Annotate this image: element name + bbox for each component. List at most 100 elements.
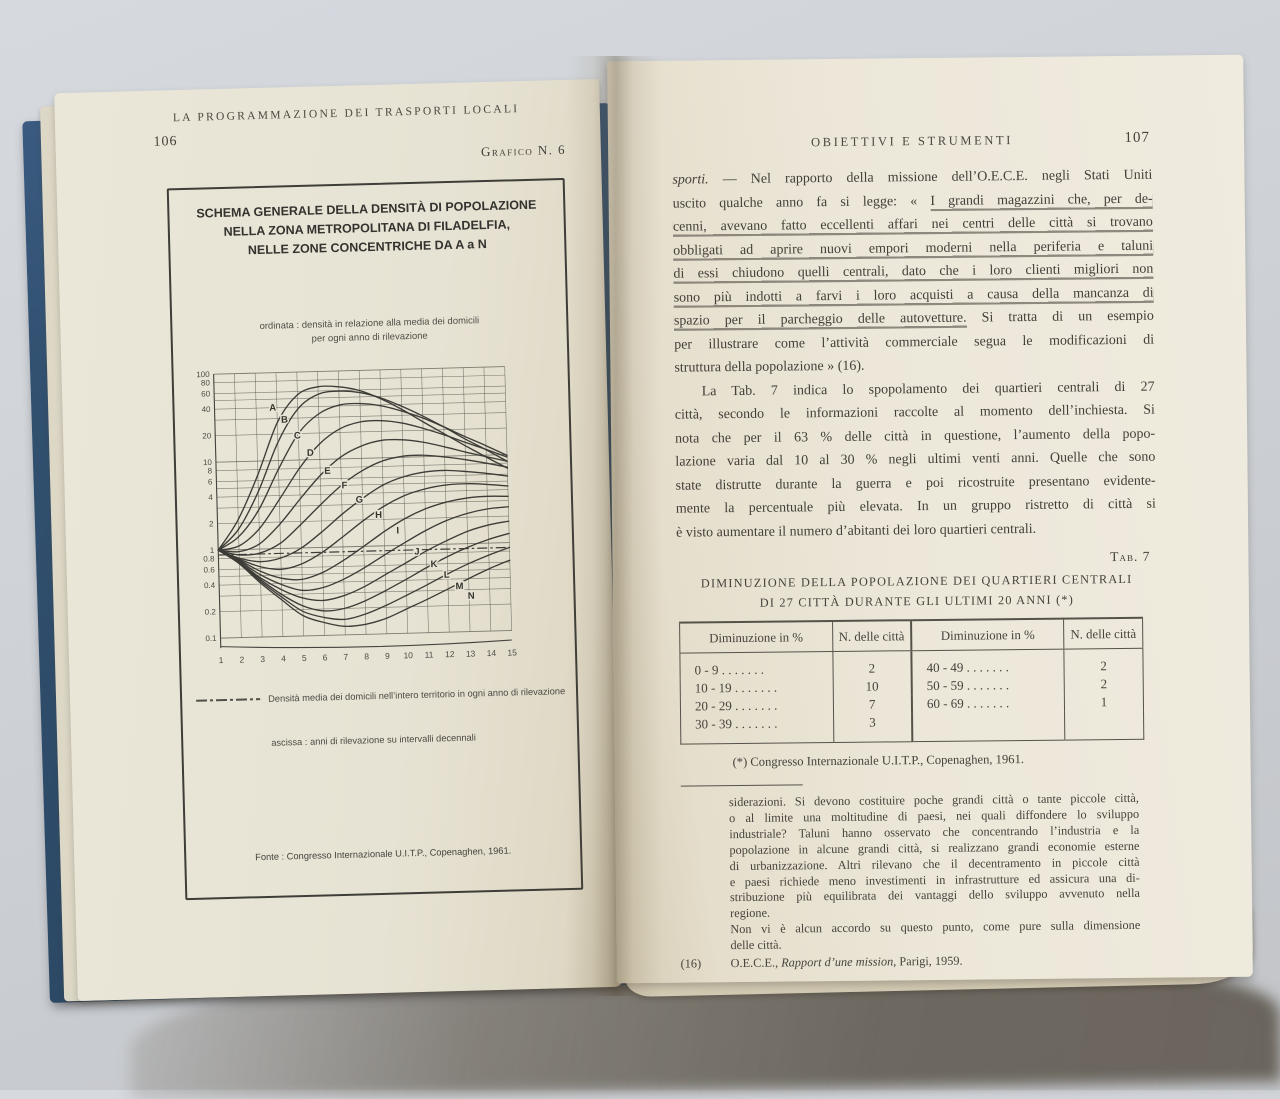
pencil-underlined-text: I grandi magazzini che, per de- [930, 191, 1153, 209]
svg-text:10: 10 [403, 650, 413, 660]
svg-text:12: 12 [445, 649, 455, 659]
svg-text:0.1: 0.1 [205, 634, 217, 643]
mean-density-reference-line [218, 546, 510, 556]
text-segment: lazione varia dal 10 al 30 % negli ultim… [675, 449, 1156, 470]
curve-label-C: C [294, 430, 301, 441]
density-curves [217, 385, 511, 628]
svg-text:60: 60 [201, 389, 211, 398]
zone-curve-L [217, 532, 510, 612]
right-page: OBIETTIVI E STRUMENTI 107 sporti. — Nel … [607, 54, 1253, 984]
svg-text:6: 6 [208, 477, 213, 486]
running-header-right: OBIETTIVI E STRUMENTI [811, 133, 1014, 150]
zone-curve-D [217, 419, 508, 551]
table-column-header: N. delle città [1063, 617, 1143, 650]
svg-text:8: 8 [364, 651, 369, 661]
page-number-left: 106 [153, 134, 178, 150]
text-segment: La Tab. 7 indica lo spopolamento dei qua… [701, 379, 1155, 399]
table-cell: 2 [1064, 648, 1144, 676]
chart-source-note: Fonte : Congresso Internazionale U.I.T.P… [255, 845, 512, 863]
svg-text:0.6: 0.6 [204, 565, 216, 574]
table-cell: 30 - 39 . . . . . . . [695, 715, 778, 732]
figure-label: Grafico N. 6 [480, 141, 567, 160]
text-segment: per illustrare come l’attività commercia… [674, 332, 1155, 353]
abscissa-axis-note: ascissa : anni di rilevazione su interva… [271, 732, 476, 748]
table-cell: 10 - 19 . . . . . . . [694, 679, 778, 696]
svg-text:4: 4 [281, 653, 286, 663]
zone-curve-I [217, 495, 509, 581]
table-body: 0 - 9 . . . . . . . 2 40 - 49 . . . . . . … [680, 648, 1144, 744]
text-line: è visto aumentare il numero d’abitanti d… [676, 516, 1156, 545]
svg-text:2: 2 [209, 519, 214, 528]
zone-curve-K [217, 520, 510, 602]
text-line: mente la percentuale più elevata. In un … [676, 493, 1156, 522]
paragraph-oece-quote: sporti. — Nel rapporto della missione de… [672, 164, 1154, 381]
chart-frame: SCHEMA GENERALE DELLA DENSITÀ DI POPOLAZ… [166, 177, 584, 901]
zone-curve-B [217, 390, 508, 551]
text-segment: di urbanizzazione. Altri rilevano che il… [729, 854, 1140, 873]
zone-curve-J [217, 506, 510, 592]
zone-curve-N [217, 549, 511, 628]
text-segment: città, secondo le informazioni raccolte … [674, 402, 1155, 423]
curve-label-L: L [444, 570, 450, 581]
footnote-block: siderazioni. Si devono costituire poche … [729, 791, 1141, 954]
table-cell: 50 - 59 . . . . . . . [911, 675, 1065, 696]
curve-label-I: I [396, 525, 399, 536]
text-segment: Si tratta di un esempio [966, 308, 1154, 326]
legend-text: Densità media dei domicili nell’intero t… [268, 686, 566, 704]
text-segment: stribuzione più equilibrata dei vantaggi… [729, 886, 1141, 905]
text-segment: sporti. [672, 172, 709, 188]
text-line: per illustrare come l’attività commercia… [674, 328, 1154, 357]
svg-text:15: 15 [507, 647, 517, 657]
curve-label-H: H [375, 510, 382, 521]
text-segment: è visto aumentare il numero d’abitanti d… [676, 521, 1037, 541]
text-segment: e paesi richiede meno investimenti in in… [729, 870, 1140, 889]
curve-label-B: B [281, 415, 288, 426]
zone-curve-F [217, 454, 509, 556]
table-cell: 0 - 9 . . . . . . . [694, 661, 764, 678]
table-cell: 2 [832, 650, 912, 679]
curve-label-E: E [324, 466, 331, 477]
text-segment: nota che per il 63 % delle città in ques… [675, 426, 1156, 447]
table-label: Tab. 7 [1110, 548, 1151, 565]
svg-text:40: 40 [202, 405, 212, 414]
curve-label-D: D [307, 448, 314, 459]
text-segment: uscito qualche anno fa si legge: « [672, 193, 931, 212]
table-column-header: Diminuzione in % [679, 621, 833, 654]
table-cell [912, 711, 1065, 742]
zone-curve-M [217, 546, 511, 621]
curve-label-A: A [269, 403, 276, 414]
running-header-left: LA PROGRAMMAZIONE DEI TRASPORTI LOCALI [172, 103, 520, 125]
table-cell: 7 [833, 695, 913, 715]
svg-text:7: 7 [343, 652, 348, 662]
chart-legend: Densità media dei domicili nell’intero t… [196, 686, 566, 706]
zone-curve-A [217, 385, 509, 551]
svg-text:0.2: 0.2 [205, 607, 217, 616]
curve-label-N: N [468, 591, 475, 602]
dash-dot-line-sample [196, 698, 261, 702]
curve-label-K: K [430, 559, 437, 570]
text-segment: Non vi è alcun accordo su questo punto, … [730, 918, 1141, 937]
text-segment: delle città. [730, 937, 782, 953]
svg-text:100: 100 [196, 370, 210, 379]
svg-text:5: 5 [302, 653, 307, 663]
table-cell: 40 - 49 . . . . . . . [911, 649, 1065, 678]
table-cell [1064, 710, 1144, 741]
table-cell: 20 - 29 . . . . . . . [694, 697, 778, 714]
paragraph-tab7-intro: La Tab. 7 indica lo spopolamento dei qua… [675, 375, 1157, 545]
chart-title: SCHEMA GENERALE DELLA DENSITÀ DI POPOLAZ… [181, 195, 553, 262]
table-cell: 10 [832, 677, 912, 697]
pencil-underlined-text: cenni, avevano fatto eccellenti affari n… [672, 214, 1153, 235]
page-number-right: 107 [1124, 129, 1151, 146]
svg-text:11: 11 [424, 650, 433, 660]
footnote-separator-rule [680, 784, 803, 787]
table-header: Diminuzione in % N. delle città Diminuzion… [679, 617, 1143, 654]
table-cell: 2 [1064, 674, 1144, 694]
svg-text:10: 10 [203, 458, 213, 467]
svg-text:0.4: 0.4 [204, 581, 216, 590]
chart-axes [213, 374, 512, 649]
curve-label-G: G [356, 495, 364, 506]
text-segment: — Nel rapporto della missione dell’O.E.C… [708, 167, 1153, 188]
footnote-16-number: (16) [680, 956, 702, 971]
